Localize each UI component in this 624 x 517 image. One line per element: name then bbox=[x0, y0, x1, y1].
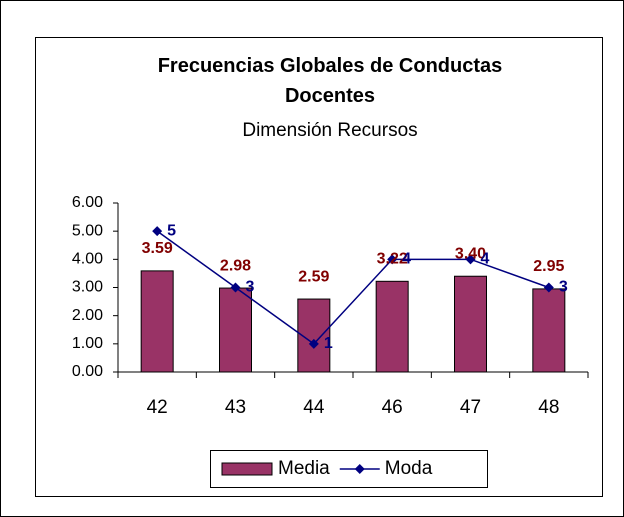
y-tick-label: 5.00 bbox=[72, 222, 103, 239]
bar bbox=[219, 287, 252, 373]
x-tick-label: 43 bbox=[225, 397, 246, 418]
bar bbox=[375, 280, 409, 373]
data-label: 2.95 bbox=[533, 258, 564, 275]
data-label: 3.59 bbox=[142, 240, 173, 257]
line bbox=[156, 230, 550, 345]
marker bbox=[543, 282, 554, 293]
chart-subtitle: Dimensión Recursos bbox=[242, 120, 417, 141]
chart-title: Frecuencias Globales de Conductas Docente… bbox=[158, 55, 503, 107]
y-tick-label: 2.00 bbox=[72, 307, 103, 324]
data-label: 4 bbox=[402, 251, 411, 268]
x-tick-label: 47 bbox=[460, 397, 481, 418]
marker bbox=[152, 226, 163, 237]
bar bbox=[532, 288, 566, 373]
bar bbox=[140, 270, 174, 373]
x-tick-label: 48 bbox=[538, 397, 559, 418]
y-tick-label: 4.00 bbox=[72, 251, 103, 268]
bar bbox=[454, 275, 487, 373]
data-label: 3 bbox=[246, 279, 255, 296]
y-tick-label: 1.00 bbox=[72, 335, 103, 352]
data-label: 3.40 bbox=[455, 245, 486, 262]
y-tick-label: 6.00 bbox=[72, 194, 103, 211]
legend-swatch bbox=[221, 462, 273, 476]
data-label: 4 bbox=[481, 251, 490, 268]
data-label: 3 bbox=[559, 279, 568, 296]
marker bbox=[387, 254, 398, 265]
legend-label: Media bbox=[278, 458, 330, 479]
marker bbox=[230, 282, 241, 293]
x-tick-label: 46 bbox=[382, 397, 403, 418]
data-label: 2.98 bbox=[220, 257, 251, 274]
x-tick-label: 42 bbox=[147, 397, 168, 418]
marker bbox=[308, 338, 319, 349]
legend-label: Moda bbox=[385, 458, 433, 479]
legend-marker bbox=[354, 464, 365, 474]
data-label: 2.59 bbox=[298, 268, 329, 285]
data-label: 3.22 bbox=[377, 251, 408, 268]
data-label: 5 bbox=[167, 222, 176, 239]
x-tick-label: 44 bbox=[303, 397, 325, 418]
data-label: 1 bbox=[324, 335, 333, 352]
chart-frame bbox=[35, 37, 603, 497]
marker bbox=[465, 254, 476, 265]
y-tick-label: 3.00 bbox=[72, 279, 103, 296]
y-tick-label: 0.00 bbox=[72, 363, 103, 380]
